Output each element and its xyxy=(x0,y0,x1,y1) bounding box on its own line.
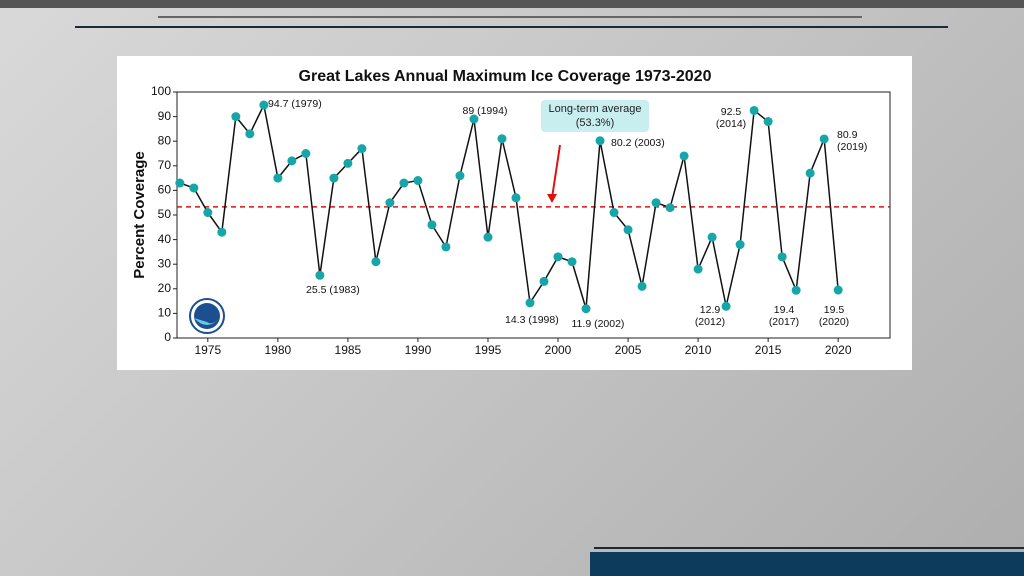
annotation: 11.9 (2002) xyxy=(571,318,625,330)
y-tick-label: 100 xyxy=(151,84,171,98)
data-point xyxy=(287,156,297,166)
data-point xyxy=(315,270,325,280)
x-tick-label: 2010 xyxy=(685,343,712,357)
data-point xyxy=(581,304,591,314)
x-tick-label: 2005 xyxy=(615,343,642,357)
data-point xyxy=(749,105,759,115)
data-point xyxy=(273,173,283,183)
y-tick-label: 70 xyxy=(158,158,172,172)
x-tick-label: 2020 xyxy=(825,343,852,357)
data-point xyxy=(595,136,605,146)
average-arrow xyxy=(551,144,561,199)
annotation: 80.2 (2003) xyxy=(611,137,665,149)
data-point xyxy=(707,232,717,242)
data-point xyxy=(819,134,829,144)
data-point xyxy=(693,264,703,274)
annotation: 80.9 (2019) xyxy=(837,129,868,153)
data-point xyxy=(791,285,801,295)
x-tick-label: 1985 xyxy=(335,343,362,357)
y-tick-label: 20 xyxy=(158,281,172,295)
noaa-logo xyxy=(189,298,225,334)
data-point xyxy=(637,281,647,291)
annotation: 19.4 (2017) xyxy=(768,304,800,328)
data-point xyxy=(511,193,521,203)
data-point xyxy=(245,129,255,139)
data-point xyxy=(609,208,619,218)
data-point xyxy=(343,158,353,168)
y-tick-label: 40 xyxy=(158,232,172,246)
x-tick-label: 1995 xyxy=(475,343,502,357)
y-tick-label: 90 xyxy=(158,109,172,123)
bottom-band xyxy=(590,552,1024,576)
data-point xyxy=(441,242,451,252)
data-point xyxy=(357,144,367,154)
x-tick-label: 1980 xyxy=(265,343,292,357)
data-point xyxy=(651,198,661,208)
data-point xyxy=(539,276,549,286)
annotation: 94.7 (1979) xyxy=(268,98,322,110)
data-point xyxy=(231,112,241,122)
data-point xyxy=(371,257,381,267)
data-point xyxy=(735,240,745,250)
y-tick-label: 0 xyxy=(164,330,171,344)
data-point xyxy=(427,220,437,230)
data-point xyxy=(399,178,409,188)
y-tick-label: 60 xyxy=(158,183,172,197)
data-point xyxy=(455,171,465,181)
annotation: 25.5 (1983) xyxy=(306,284,360,296)
data-point xyxy=(203,208,213,218)
x-tick-label: 2000 xyxy=(545,343,572,357)
data-point xyxy=(623,225,633,235)
y-tick-label: 10 xyxy=(158,306,172,320)
data-point xyxy=(469,114,479,124)
data-point xyxy=(385,198,395,208)
data-point xyxy=(553,252,563,262)
annotation: 92.5 (2014) xyxy=(715,106,747,130)
x-tick-label: 2015 xyxy=(755,343,782,357)
data-point xyxy=(679,151,689,161)
data-point xyxy=(665,203,675,213)
average-arrowhead xyxy=(547,194,557,203)
chart-panel xyxy=(117,56,912,370)
y-tick-label: 30 xyxy=(158,256,172,270)
data-point xyxy=(763,117,773,127)
data-point xyxy=(329,173,339,183)
chart-title: Great Lakes Annual Maximum Ice Coverage … xyxy=(299,68,712,85)
data-point xyxy=(175,178,185,188)
annotation: 89 (1994) xyxy=(462,105,508,117)
data-point xyxy=(567,257,577,267)
average-callout: Long-term average (53.3%) xyxy=(541,100,649,132)
y-tick-label: 80 xyxy=(158,133,172,147)
data-point xyxy=(217,227,227,237)
data-point xyxy=(259,100,269,110)
annotation: 12.9 (2012) xyxy=(694,304,726,328)
data-point xyxy=(301,149,311,158)
data-point xyxy=(721,301,731,311)
x-tick-label: 1975 xyxy=(194,343,221,357)
x-tick-label: 1990 xyxy=(405,343,432,357)
top-band xyxy=(0,0,1024,8)
data-point xyxy=(413,176,423,186)
data-point xyxy=(497,134,507,144)
y-axis-label: Percent Coverage xyxy=(131,151,148,279)
data-point xyxy=(777,252,787,262)
annotation: 19.5 (2020) xyxy=(818,304,850,328)
data-point xyxy=(805,168,815,178)
data-point xyxy=(189,183,199,193)
data-point xyxy=(483,232,493,242)
data-point xyxy=(525,298,535,308)
y-tick-label: 50 xyxy=(158,207,172,221)
data-point xyxy=(833,285,843,295)
annotation: 14.3 (1998) xyxy=(505,314,559,326)
